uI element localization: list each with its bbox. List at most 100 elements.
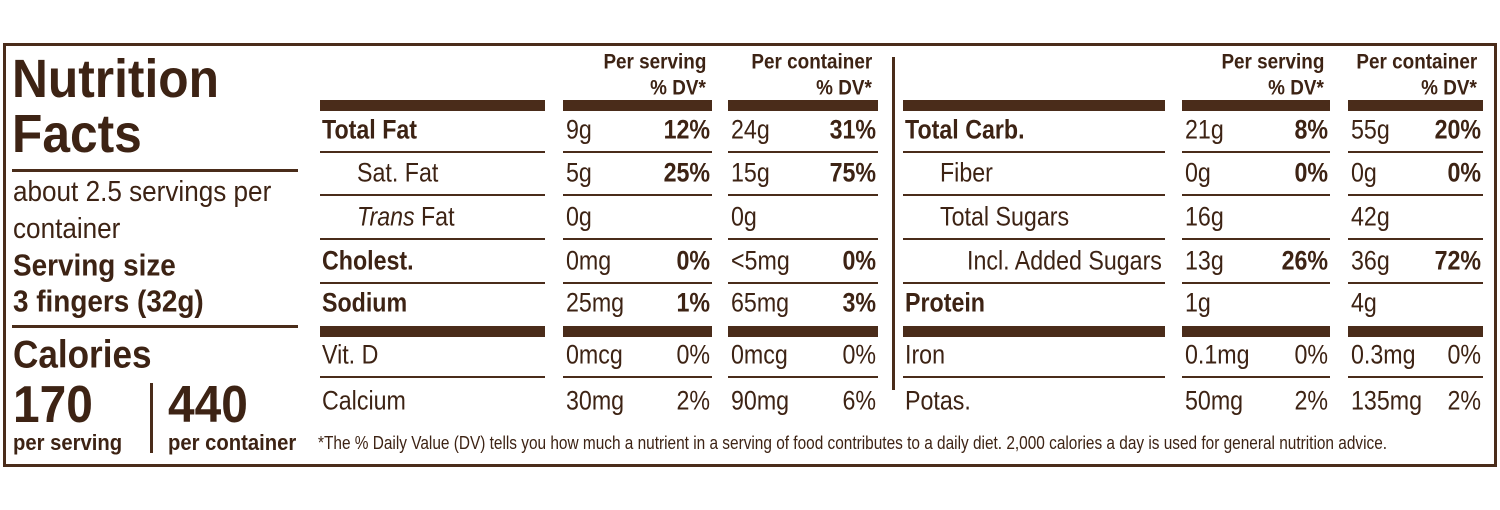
rule — [903, 326, 1165, 337]
calories-value: 440 — [168, 376, 248, 434]
column-header: % DV* — [650, 76, 706, 100]
rule — [1182, 194, 1330, 196]
rule — [320, 238, 545, 240]
daily-value: 0% — [1294, 339, 1328, 370]
amount: 0mcg — [731, 339, 788, 370]
daily-value: 75% — [829, 157, 876, 188]
column-header: Per container — [751, 50, 872, 74]
daily-value: 0% — [1294, 157, 1328, 188]
amount: 0g — [1351, 157, 1377, 188]
amount: 13g — [1185, 245, 1224, 276]
rule — [563, 100, 712, 111]
daily-value: 25% — [663, 157, 710, 188]
amount: 135mg — [1351, 385, 1423, 416]
rule — [903, 151, 1165, 153]
nutrient-name: Cholest. — [322, 245, 414, 276]
amount: 30mg — [566, 385, 625, 416]
amount: 0g — [731, 201, 757, 232]
divider — [150, 383, 153, 453]
column-header: Per container — [1356, 50, 1477, 74]
rule — [728, 194, 878, 196]
label-border — [3, 43, 1497, 467]
nutrient-name: Trans — [357, 201, 415, 232]
amount: 0.1mg — [1185, 339, 1250, 370]
amount: 4g — [1351, 287, 1377, 318]
rule — [728, 326, 878, 337]
daily-value: 6% — [842, 385, 876, 416]
amount: 0.3mg — [1351, 339, 1416, 370]
nutrient-name: Iron — [905, 339, 946, 370]
rule — [320, 282, 545, 284]
rule — [1348, 151, 1483, 153]
amount: 55g — [1351, 114, 1390, 145]
nutrient-name: Fat — [420, 201, 455, 232]
nutrient-name: Total Sugars — [940, 201, 1070, 232]
amount: 15g — [731, 157, 770, 188]
rule — [728, 151, 878, 153]
rule — [1348, 282, 1483, 284]
servings: about 2.5 servings per container — [13, 176, 272, 245]
amount: 5g — [566, 157, 592, 188]
daily-value: 12% — [663, 114, 710, 145]
rule — [728, 238, 878, 240]
serving-size-label: Serving size — [13, 247, 176, 283]
daily-value: 26% — [1281, 245, 1328, 276]
daily-value: 2% — [1447, 385, 1481, 416]
amount: 21g — [1185, 114, 1224, 145]
daily-value: 0% — [842, 339, 876, 370]
daily-value: 8% — [1294, 114, 1328, 145]
rule — [12, 325, 298, 328]
amount: 25mg — [566, 287, 625, 318]
rule — [320, 194, 545, 196]
nutrient-name: Sat. Fat — [357, 157, 439, 188]
amount: 0mg — [566, 245, 612, 276]
column-header: Per serving — [603, 50, 706, 74]
amount: 24g — [731, 114, 770, 145]
rule — [563, 376, 712, 378]
rule — [903, 376, 1165, 378]
rule — [320, 100, 545, 111]
daily-value: 72% — [1434, 245, 1481, 276]
daily-value: 31% — [829, 114, 876, 145]
rule — [903, 282, 1165, 284]
nutrient-name: Fiber — [940, 157, 993, 188]
rule — [1348, 194, 1483, 196]
title: Nutrition Facts — [12, 49, 219, 164]
rule — [563, 194, 712, 196]
rule — [1182, 151, 1330, 153]
daily-value: 0% — [676, 245, 710, 276]
serving-size: 3 fingers (32g) — [13, 283, 204, 319]
nutrient-name: Potas. — [905, 385, 971, 416]
nutrient-name: Vit. D — [322, 339, 379, 370]
daily-value: 2% — [1294, 385, 1328, 416]
amount: 16g — [1185, 201, 1224, 232]
rule — [320, 326, 545, 337]
amount: 9g — [566, 114, 592, 145]
rule — [728, 376, 878, 378]
amount: 90mg — [731, 385, 790, 416]
amount: 1g — [1185, 287, 1211, 318]
column-header: % DV* — [1268, 76, 1324, 100]
daily-value: 0% — [842, 245, 876, 276]
daily-value: 0% — [676, 339, 710, 370]
rule — [1348, 238, 1483, 240]
nutrient-name: Calcium — [322, 385, 406, 416]
rule — [728, 282, 878, 284]
column-header: % DV* — [1421, 76, 1477, 100]
rule — [1182, 326, 1330, 337]
daily-value: 1% — [676, 287, 710, 318]
calories-unit: per container — [168, 430, 297, 455]
daily-value: 3% — [842, 287, 876, 318]
nutrient-name: Sodium — [322, 287, 408, 318]
rule — [728, 100, 878, 111]
amount: 42g — [1351, 201, 1390, 232]
rule — [1348, 326, 1483, 337]
amount: <5mg — [731, 245, 790, 276]
nutrient-name: Total Carb. — [905, 114, 1025, 145]
rule — [320, 151, 545, 153]
amount: 65mg — [731, 287, 790, 318]
rule — [903, 238, 1165, 240]
column-header: Per serving — [1221, 50, 1324, 74]
rule — [563, 326, 712, 337]
